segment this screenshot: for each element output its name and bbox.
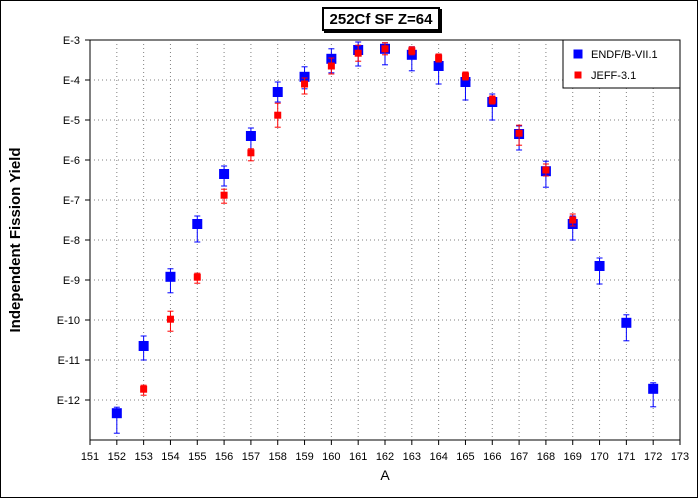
jeff-point <box>140 385 148 393</box>
y-tick-label: E-5 <box>63 115 80 127</box>
x-tick-label: 165 <box>456 451 474 463</box>
jeff-point <box>193 273 201 281</box>
jeff-point <box>542 166 550 174</box>
y-tick-label: E-6 <box>63 155 80 167</box>
x-tick-label: 169 <box>564 451 582 463</box>
y-axis-title: Independent Fission Yield <box>7 147 24 332</box>
chart-title: 252Cf SF Z=64 <box>322 7 440 31</box>
x-tick-label: 155 <box>188 451 206 463</box>
jeff-point <box>166 315 174 323</box>
jeff-point <box>569 216 577 224</box>
x-tick-label: 162 <box>376 451 394 463</box>
x-tick-label: 157 <box>242 451 260 463</box>
x-tick-label: 152 <box>108 451 126 463</box>
x-tick-label: 159 <box>295 451 313 463</box>
jeff-point <box>488 96 496 104</box>
x-tick-label: 161 <box>349 451 367 463</box>
y-tick-label: E-7 <box>63 195 80 207</box>
y-tick-label: E-9 <box>63 275 80 287</box>
y-tick-label: E-11 <box>58 355 80 367</box>
endf-point <box>192 219 203 229</box>
x-tick-label: 164 <box>429 451 447 463</box>
endf-point <box>111 408 122 419</box>
y-tick-label: E-3 <box>63 35 80 47</box>
jeff-point <box>515 129 523 137</box>
x-tick-label: 166 <box>483 451 501 463</box>
endf-point <box>433 61 444 71</box>
x-tick-label: 167 <box>510 451 528 463</box>
endf-point <box>138 341 149 351</box>
x-tick-label: 151 <box>81 451 99 463</box>
jeff-point <box>247 149 255 157</box>
jeff-point <box>274 111 282 119</box>
x-tick-label: 158 <box>269 451 287 463</box>
y-tick-label: E-8 <box>63 235 80 247</box>
legend-marker-jeff <box>574 71 582 79</box>
endf-point <box>245 131 256 141</box>
x-tick-label: 163 <box>403 451 421 463</box>
x-tick-label: 156 <box>215 451 233 463</box>
x-tick-label: 153 <box>134 451 152 463</box>
x-tick-label: 160 <box>322 451 340 463</box>
legend-marker-endf <box>573 49 583 59</box>
legend-label: ENDF/B-VII.1 <box>591 49 658 61</box>
y-tick-label: E-12 <box>57 395 80 407</box>
legend-box <box>562 39 681 89</box>
y-tick-label: E-10 <box>57 315 80 327</box>
jeff-point <box>435 54 443 62</box>
x-tick-label: 168 <box>537 451 555 463</box>
endf-point <box>621 317 632 328</box>
jeff-point <box>327 62 335 70</box>
x-tick-label: 170 <box>590 451 608 463</box>
x-tick-label: 171 <box>617 451 635 463</box>
endf-point <box>272 87 283 97</box>
legend-label: JEFF-3.1 <box>591 70 636 82</box>
jeff-point <box>354 49 362 57</box>
x-tick-label: 173 <box>671 451 689 463</box>
y-tick-label: E-4 <box>63 75 80 87</box>
endf-point <box>299 71 310 82</box>
endf-point <box>460 77 471 87</box>
endf-point <box>165 271 176 282</box>
jeff-point <box>461 72 469 80</box>
endf-point <box>219 169 230 179</box>
x-tick-label: 154 <box>161 451 179 463</box>
jeff-point <box>301 80 309 88</box>
x-tick-label: 172 <box>644 451 662 463</box>
endf-point <box>594 261 605 271</box>
endf-point <box>648 383 659 394</box>
jeff-point <box>220 191 228 199</box>
jeff-point <box>381 45 389 53</box>
x-axis-title: A <box>380 467 390 483</box>
jeff-point <box>408 47 416 55</box>
